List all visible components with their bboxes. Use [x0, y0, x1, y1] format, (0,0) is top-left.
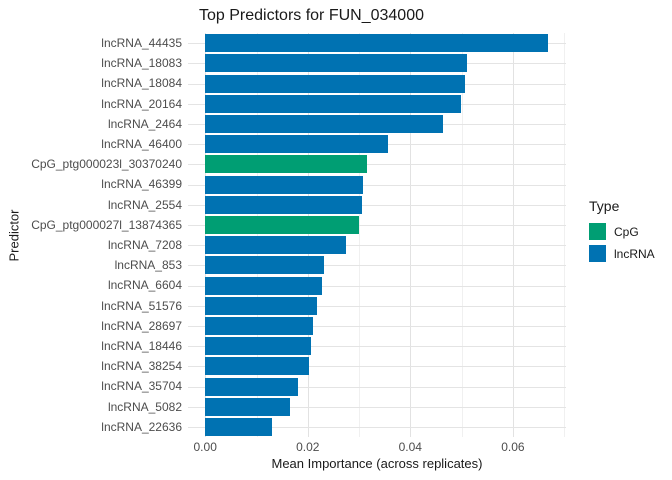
y-tick-label: lncRNA_18446 — [101, 339, 182, 353]
y-tick-label: lncRNA_2464 — [107, 116, 182, 131]
y-tick-label: lncRNA_46399 — [101, 177, 182, 192]
major-gridline — [512, 33, 514, 437]
bar-CpG_ptg000027l_13874365 — [205, 215, 359, 234]
bar-lncRNA_20164 — [205, 94, 461, 113]
y-tick-label: lncRNA_7208 — [107, 238, 182, 252]
x-tick-label: 0.00 — [193, 440, 217, 454]
bar-lncRNA_51576 — [205, 296, 318, 315]
category-gridline — [188, 184, 566, 186]
bar-lncRNA_7208 — [205, 236, 346, 255]
y-tick-label: CpG_ptg000027l_13874365 — [31, 217, 182, 232]
bar-lncRNA_18084 — [205, 74, 465, 93]
y-tick-label: lncRNA_20164 — [101, 96, 182, 111]
bar-lncRNA_6604 — [205, 276, 323, 295]
major-gridline — [205, 33, 207, 437]
bar-lncRNA_35704 — [205, 377, 298, 396]
legend-title: Type — [589, 198, 620, 214]
chart-title: Top Predictors for FUN_034000 — [199, 7, 424, 24]
y-tick-label: lncRNA_46400 — [101, 137, 182, 151]
x-tick-label: 0.04 — [398, 440, 422, 454]
legend-item-cpg: CpG — [589, 223, 655, 240]
bar-lncRNA_46399 — [205, 175, 364, 194]
category-gridline — [188, 366, 566, 368]
category-gridline — [188, 305, 566, 307]
minor-gridline — [256, 33, 258, 437]
category-gridline — [188, 426, 566, 428]
y-tick-label: lncRNA_28697 — [101, 318, 182, 333]
category-gridline — [188, 285, 566, 287]
major-gridline — [410, 33, 412, 437]
major-gridline — [307, 33, 309, 437]
category-gridline — [188, 386, 566, 388]
bar-lncRNA_28697 — [205, 316, 313, 335]
category-gridline — [188, 265, 566, 267]
y-tick-label: lncRNA_5082 — [107, 399, 182, 414]
category-gridline — [188, 406, 566, 408]
minor-gridline — [359, 33, 360, 437]
minor-gridline — [461, 33, 463, 437]
y-tick-label: lncRNA_22636 — [101, 419, 182, 434]
legend-item-lncrna: lncRNA — [589, 245, 655, 262]
x-tick-label: 0.06 — [501, 440, 525, 454]
category-gridline — [188, 224, 566, 226]
category-gridline — [188, 346, 566, 348]
minor-gridline — [564, 33, 566, 437]
bar-lncRNA_38254 — [205, 357, 309, 376]
bar-lncRNA_44435 — [205, 34, 549, 53]
legend-label-lncrna: lncRNA — [614, 246, 655, 261]
bar-lncRNA_46400 — [205, 135, 388, 154]
y-tick-label: lncRNA_44435 — [101, 36, 182, 50]
y-tick-label: lncRNA_35704 — [101, 379, 182, 394]
y-tick-label: lncRNA_6604 — [107, 278, 182, 293]
category-gridline — [188, 164, 566, 166]
x-tick-label: 0.02 — [296, 440, 320, 454]
bar-lncRNA_18083 — [205, 54, 468, 73]
bar-CpG_ptg000023l_30370240 — [205, 155, 368, 174]
lncrna-color-swatch — [589, 245, 606, 262]
y-tick-label: lncRNA_51576 — [101, 298, 182, 313]
category-gridline — [188, 325, 566, 327]
y-tick-label: lncRNA_38254 — [101, 359, 182, 374]
bar-lncRNA_22636 — [205, 417, 272, 436]
plot-panel — [188, 33, 566, 437]
legend-label-cpg: CpG — [614, 224, 639, 239]
y-tick-label: CpG_ptg000023l_30370240 — [31, 157, 182, 172]
category-gridline — [188, 204, 566, 206]
y-tick-label: lncRNA_2554 — [107, 197, 182, 212]
bar-lncRNA_853 — [205, 256, 325, 275]
y-tick-label: lncRNA_18084 — [101, 76, 182, 91]
bar-lncRNA_2464 — [205, 114, 444, 133]
bar-lncRNA_5082 — [205, 397, 290, 416]
bar-lncRNA_2554 — [205, 195, 363, 214]
y-tick-label: lncRNA_18083 — [101, 56, 182, 71]
bar-lncRNA_18446 — [205, 337, 312, 356]
x-axis-title: Mean Importance (across replicates) — [271, 456, 483, 471]
cpg-color-swatch — [589, 223, 606, 240]
y-tick-label: lncRNA_853 — [114, 258, 182, 273]
category-gridline — [188, 245, 566, 247]
legend: Type CpG lncRNA — [589, 198, 655, 267]
